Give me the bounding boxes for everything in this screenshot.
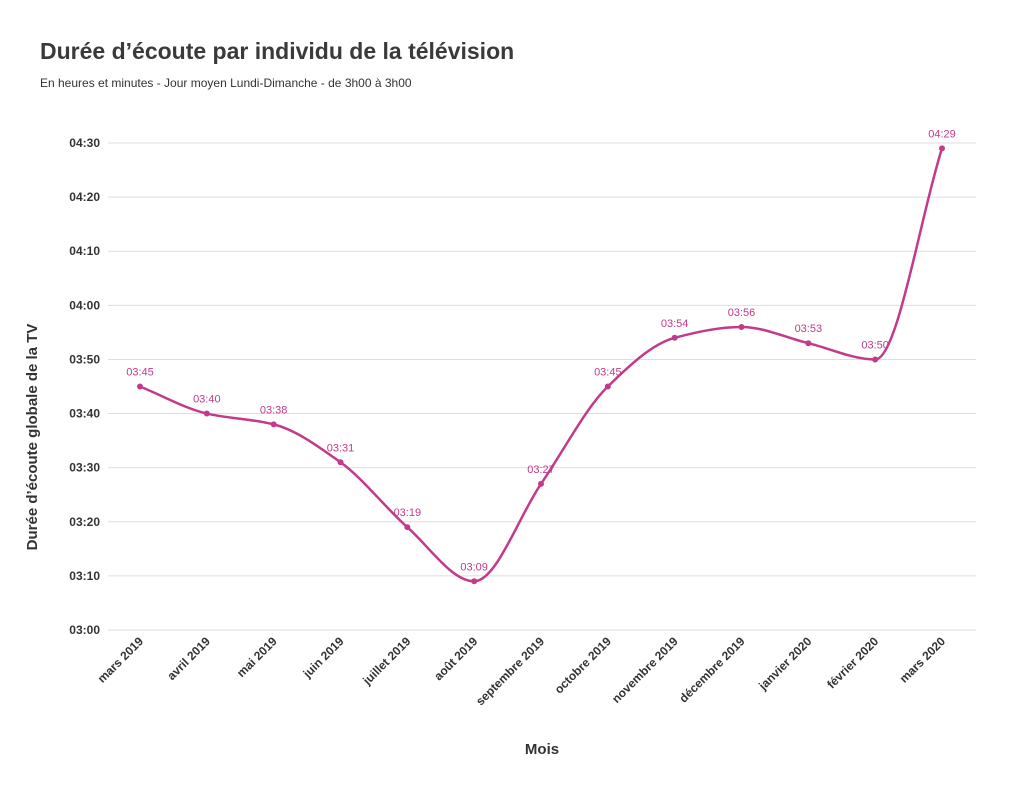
data-point [471, 578, 478, 585]
x-axis-label: Mois [525, 741, 559, 758]
data-label: 03:38 [260, 404, 288, 416]
data-label: 03:31 [327, 442, 355, 454]
chart-title: Durée d’écoute par individu de la télévi… [40, 38, 515, 64]
data-point [270, 421, 277, 428]
data-label: 03:09 [460, 561, 488, 573]
y-tick-label: 04:20 [69, 190, 100, 204]
data-label: 03:50 [861, 339, 889, 351]
x-tick-label: mars 2019 [95, 634, 147, 686]
data-point [738, 323, 745, 330]
x-tick-label: août 2019 [431, 634, 480, 683]
data-point [872, 356, 879, 363]
data-label: 03:27 [527, 464, 555, 476]
data-points [137, 145, 945, 585]
x-tick-label: décembre 2019 [676, 634, 747, 705]
x-tick-label: novembre 2019 [609, 634, 681, 706]
y-tick-label: 03:00 [69, 623, 100, 637]
x-tick-label: mai 2019 [234, 634, 280, 680]
data-label: 04:29 [928, 128, 956, 140]
y-axis-ticks: 03:00 03:10 03:20 03:30 03:40 03:50 04:00 04:10… [69, 136, 100, 637]
data-label: 03:19 [394, 507, 422, 519]
data-point [203, 410, 210, 417]
x-tick-label: avril 2019 [164, 634, 213, 683]
x-tick-label: février 2020 [824, 634, 881, 691]
data-point [337, 459, 344, 466]
y-tick-label: 03:30 [69, 461, 100, 475]
y-tick-label: 03:50 [69, 352, 100, 366]
y-tick-label: 04:10 [69, 244, 100, 258]
x-tick-label: octobre 2019 [552, 634, 614, 696]
y-tick-label: 04:00 [69, 298, 100, 312]
data-label: 03:40 [193, 394, 221, 406]
y-axis-label: Durée d’écoute globale de la TV [24, 324, 41, 551]
x-tick-label: juin 2019 [300, 634, 347, 681]
gridlines [108, 142, 976, 631]
data-point [404, 524, 411, 531]
y-tick-label: 03:40 [69, 407, 100, 421]
x-axis-ticks: mars 2019 avril 2019 mai 2019 juin 2019 juil… [95, 634, 949, 708]
data-label: 03:45 [126, 367, 154, 379]
data-point [671, 334, 678, 341]
x-tick-label: juillet 2019 [359, 634, 413, 688]
chart-subtitle: En heures et minutes - Jour moyen Lundi-… [40, 76, 412, 90]
data-point [604, 383, 611, 390]
x-tick-label: mars 2020 [897, 634, 949, 686]
data-label: 03:53 [795, 323, 823, 335]
y-tick-label: 03:20 [69, 515, 100, 529]
data-label: 03:56 [728, 307, 756, 319]
x-tick-label: janvier 2020 [755, 634, 814, 693]
data-point [137, 383, 143, 390]
series-line [139, 148, 944, 583]
x-tick-label: septembre 2019 [473, 634, 547, 708]
data-label: 03:54 [661, 318, 689, 330]
series-line-layer [139, 148, 944, 583]
y-tick-label: 04:30 [69, 136, 100, 150]
data-point [805, 340, 812, 347]
y-tick-label: 03:10 [69, 569, 100, 583]
data-point [939, 145, 945, 152]
data-point [538, 480, 544, 487]
data-label: 03:45 [594, 367, 622, 379]
data-labels: 03:45 03:40 03:38 03:31 03:19 03:09 03:27 03:45… [126, 128, 956, 573]
